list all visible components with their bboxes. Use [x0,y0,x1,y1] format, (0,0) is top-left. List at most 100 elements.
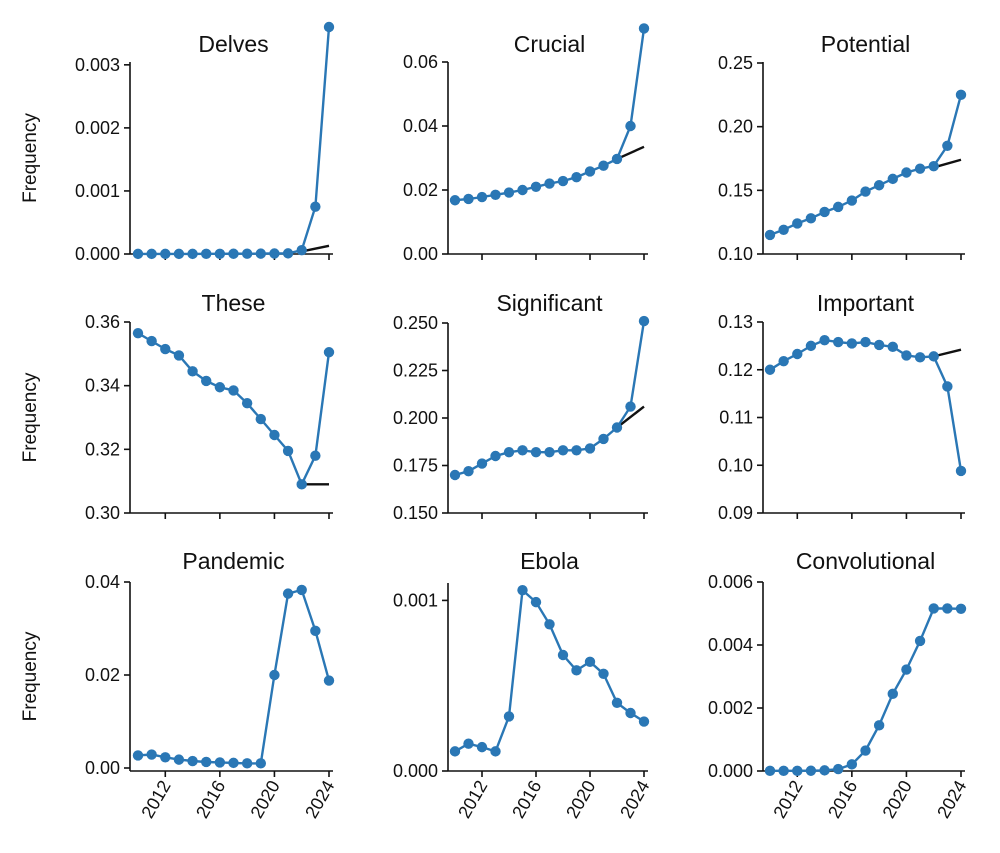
data-point [214,382,226,393]
data-point [296,245,307,256]
data-point [611,153,623,165]
series-line [138,26,331,256]
x-tick-label: 2020 [562,777,599,822]
data-point [928,351,939,362]
data-point [819,334,830,346]
x-tick-label: 2020 [247,777,284,822]
data-point [241,397,253,409]
data-point [860,186,871,197]
x-tick-label: 2012 [137,777,174,822]
data-point [942,603,953,614]
data-point [598,668,609,679]
data-point [310,625,321,637]
y-tick-label: 0.225 [393,361,438,381]
y-tick-label: 0.00 [403,244,438,264]
panel-title: These [202,290,266,316]
data-point [625,401,636,412]
y-tick-label: 0.001 [393,590,438,610]
data-point [955,465,967,477]
data-point [571,172,582,183]
panel-important: Important 0.09 0.10 0.11 0.12 0.13 [718,290,967,523]
data-point [901,167,912,178]
trend-line [616,405,645,429]
data-point [530,447,542,458]
x-tick-label: 2016 [508,777,545,822]
panel-title: Convolutional [796,548,935,574]
data-point [517,584,528,596]
data-point [214,248,226,260]
data-point [611,422,623,433]
data-point [449,746,461,757]
data-point [160,752,171,763]
panel-title: Pandemic [182,548,284,574]
y-tick-label: 0.13 [718,312,753,332]
data-point [887,341,898,353]
panel-ebola: Ebola 0.000 0.001 2012 2016 2020 2024 [393,548,654,822]
data-point [269,248,280,259]
y-tick-label: 0.32 [85,439,120,459]
data-point [146,749,157,760]
data-point [584,166,596,177]
data-point [778,224,789,236]
x-tick-label: 2016 [192,777,229,822]
data-point [296,584,307,596]
x-tick-label: 2024 [933,777,970,822]
panel-title: Important [817,290,915,316]
y-tick-label: 0.000 [75,244,120,264]
data-point [323,347,335,358]
panel-title: Potential [821,31,911,57]
data-point [873,339,885,351]
data-point [146,248,157,260]
data-point [833,763,844,775]
data-point [638,23,650,34]
data-point [860,336,871,348]
data-point [449,195,461,206]
data-point [625,707,636,719]
data-point [463,466,474,477]
data-point [846,338,858,349]
data-point [530,181,542,192]
panel-crucial: Crucial 0.00 0.02 0.04 0.06 [403,23,650,264]
y-tick-label: 0.25 [718,53,753,73]
data-point [846,759,858,770]
data-point [928,603,939,614]
data-point [805,765,817,776]
y-tick-label: 0.000 [393,761,438,781]
data-point [901,664,912,675]
data-point [323,21,335,33]
data-point [544,178,555,189]
data-point [463,738,474,749]
y-tick-label: 0.200 [393,408,438,428]
data-point [490,189,501,200]
y-tick-label: 0.04 [85,572,120,592]
y-axis-label: Frequency [20,113,41,203]
data-point [873,720,885,731]
data-point [173,350,185,361]
data-point [503,447,515,458]
data-point [764,229,776,241]
data-point [490,746,501,757]
y-tick-label: 0.36 [85,312,120,332]
x-tick-label: 2016 [824,777,861,822]
data-point [201,248,212,260]
data-point [228,248,239,259]
panel-convolutional: Convolutional 0.000 0.002 0.004 0.006 2012 201… [708,548,971,822]
data-point [310,201,321,212]
y-tick-label: 0.09 [718,503,753,523]
data-point [201,375,212,387]
data-point [296,479,307,490]
data-point [187,248,198,260]
data-point [914,352,926,363]
data-point [557,175,569,187]
panel-title: Crucial [514,31,586,57]
data-point [476,458,488,469]
data-point [132,750,144,761]
x-tick-label: 2012 [769,777,806,822]
y-tick-label: 0.003 [75,55,120,75]
y-tick-label: 0.001 [75,181,120,201]
data-point [638,716,650,727]
y-tick-label: 0.250 [393,313,438,333]
data-point [173,754,185,765]
y-tick-label: 0.12 [718,360,753,380]
